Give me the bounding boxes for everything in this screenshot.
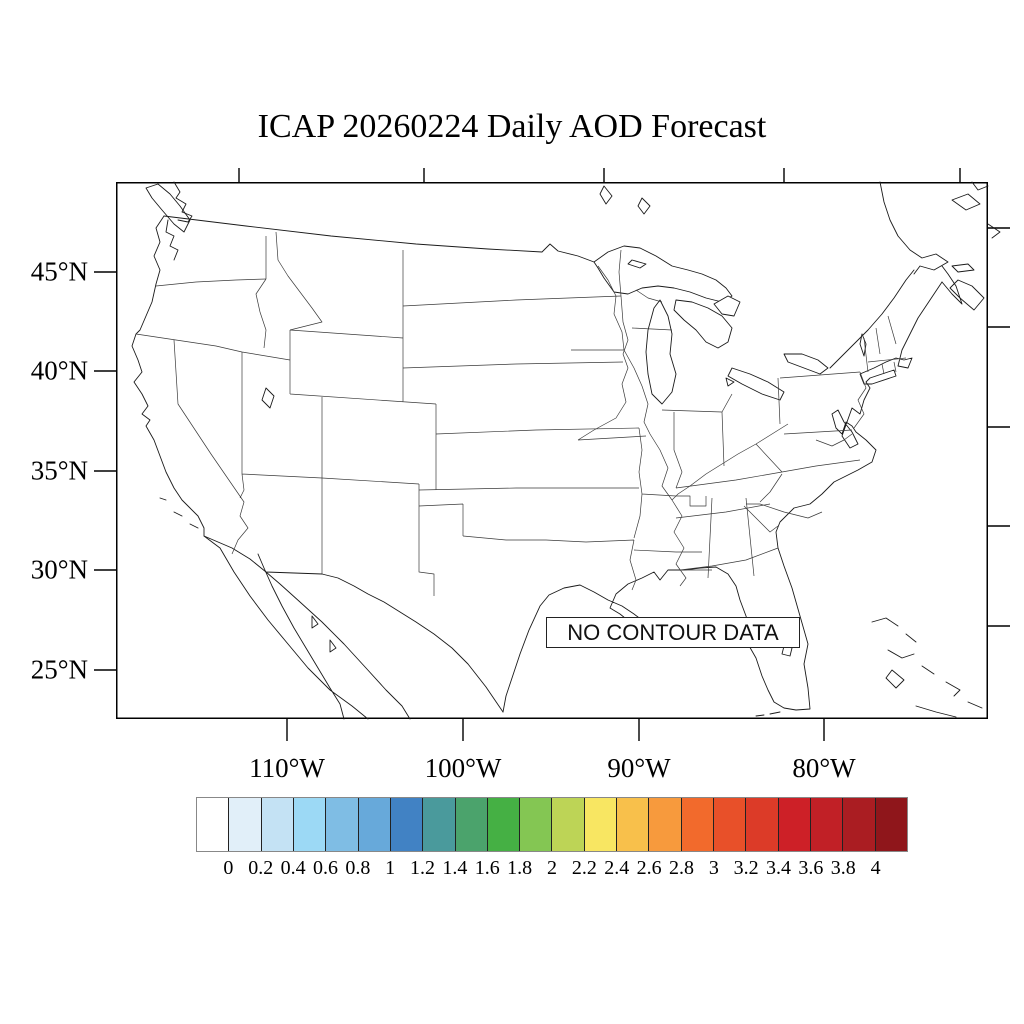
map-border: [116, 182, 988, 719]
lat-tick-label: 45°N: [30, 256, 88, 287]
colorbar-tick-labels: 0 0.2 0.4 0.6 0.8 1 1.2 1.4 1.6 1.8 2 2.2 2.4 2.6 2.8 3…: [0, 857, 1024, 881]
colorbar-tick-label: 1: [385, 857, 396, 879]
axis-ticks: [94, 168, 1010, 741]
no-contour-data-box: NO CONTOUR DATA: [546, 617, 800, 648]
st-lawrence: [829, 269, 915, 369]
lake-huron: [673, 299, 733, 349]
canada-border: [163, 215, 595, 263]
lake-ontario: [783, 353, 829, 375]
colorbar-tick-label: 1.8: [507, 857, 533, 879]
colorbar-cell: [649, 798, 682, 851]
colorbar-cell: [746, 798, 779, 851]
bc-coast: [173, 181, 193, 223]
lon-tick-label: 100°W: [424, 753, 502, 783]
isle-royale: [627, 259, 647, 269]
florida-keys: [755, 711, 781, 717]
channel-islands: [159, 497, 199, 529]
colorbar-cell: [261, 798, 294, 851]
lake-erie: [727, 367, 785, 401]
state-borders: [135, 231, 907, 596]
lat-tick-label: 40°N: [30, 355, 88, 386]
colorbar-cell: [197, 798, 230, 851]
lat-tick-label: 25°N: [30, 654, 88, 685]
georgian-bay: [713, 295, 741, 317]
no-contour-data-label: NO CONTOUR DATA: [567, 619, 779, 645]
colorbar-tick-label: 1.4: [442, 857, 468, 879]
colorbar-cell: [810, 798, 844, 851]
lake-michigan: [645, 299, 677, 405]
colorbar-cell: [520, 798, 553, 851]
lon-tick-label: 110°W: [249, 753, 325, 783]
us-map: [94, 168, 1010, 741]
pei-island: [951, 263, 975, 273]
colorbar-tick-label: 2.2: [571, 857, 597, 879]
colorbar-cell: [778, 798, 811, 851]
baja-peninsula: [203, 535, 369, 720]
colorbar-cell: [487, 798, 521, 851]
colorbar-cell: [229, 798, 262, 851]
lat-tick-label: 30°N: [30, 554, 88, 585]
vancouver-island: [145, 183, 191, 233]
colorbar-cell: [455, 798, 488, 851]
lon-tick-label: 80°W: [792, 753, 856, 783]
colorbar-tick-label: 0.6: [312, 857, 338, 879]
new-brunswick-coast: [941, 265, 963, 305]
colorbar-tick-label: 3: [708, 857, 719, 879]
lake-champlain: [859, 333, 867, 357]
map-frame: NO CONTOUR DATA: [94, 168, 1010, 741]
colorbar-cell: [714, 798, 747, 851]
colorbar-tick-label: 2.6: [636, 857, 662, 879]
colorbar-tick-label: 4: [870, 857, 881, 879]
colorbar-cell: [875, 798, 907, 851]
colorbar-tick-label: 0: [223, 857, 234, 879]
colorbar-tick-label: 0.2: [248, 857, 274, 879]
plot-title: ICAP 20260224 Daily AOD Forecast: [257, 108, 767, 145]
colorbar-tick-label: 1.2: [410, 857, 436, 879]
colorbar-cell: [390, 798, 424, 851]
colorbar-cell: [326, 798, 359, 851]
lat-tick-label: 35°N: [30, 455, 88, 486]
colorbar-tick-label: 3.4: [766, 857, 792, 879]
colorbar-tick-label: 2: [547, 857, 557, 879]
gulf-california-islands: [311, 615, 337, 653]
gaspe-coast: [879, 181, 949, 275]
colorbar-cell: [584, 798, 618, 851]
colorbar-cell: [681, 798, 714, 851]
colorbar-tick-label: 0.4: [280, 857, 306, 879]
colorbar-cell: [293, 798, 327, 851]
rio-grande-border: [321, 573, 504, 713]
bahamas-islands: [871, 617, 983, 718]
colorbar-tick-label: 3.6: [798, 857, 824, 879]
mexico-mainland-coast: [265, 571, 411, 720]
colorbar-cell: [358, 798, 391, 851]
lake-st-clair: [725, 377, 735, 387]
colorbar-tick-label: 3.2: [733, 857, 759, 879]
colorbar-tick-label: 3.8: [830, 857, 856, 879]
great-salt-lake: [261, 387, 275, 409]
colorbar-cell: [552, 798, 585, 851]
colorbar-tick-label: 0.8: [345, 857, 371, 879]
colorbar-cell: [423, 798, 456, 851]
colorbar-cell: [617, 798, 650, 851]
colorbar: [196, 797, 908, 852]
gulf-atlantic-coast: [502, 281, 943, 713]
puget-sound: [165, 219, 179, 261]
north-lakes: [599, 185, 651, 215]
pacific-coast: [131, 215, 323, 575]
nova-scotia: [949, 279, 985, 311]
colorbar-tick-label: 2.4: [604, 857, 630, 879]
gulf-islands: [951, 181, 1001, 239]
colorbar-cell: [843, 798, 876, 851]
colorbar-tick-label: 2.8: [668, 857, 694, 879]
colorbar-tick-label: 1.6: [474, 857, 500, 879]
lon-tick-label: 90°W: [607, 753, 671, 783]
